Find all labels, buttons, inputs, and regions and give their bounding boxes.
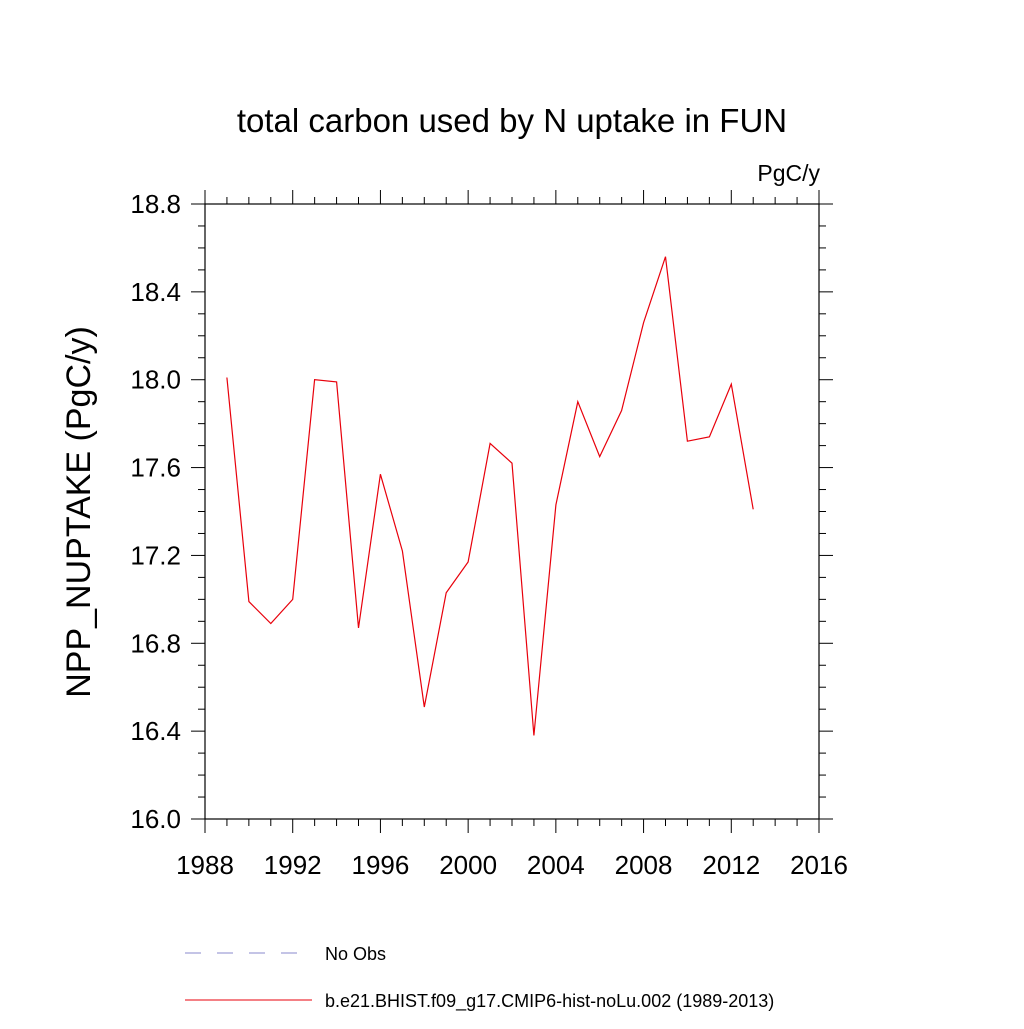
x-tick-label: 1996	[352, 850, 410, 880]
chart-title: total carbon used by N uptake in FUN	[237, 102, 787, 139]
y-tick-label: 18.4	[130, 277, 181, 307]
data-point	[576, 400, 579, 403]
x-tick-label: 2000	[439, 850, 497, 880]
data-point	[532, 734, 535, 737]
y-tick-label: 17.2	[130, 540, 181, 570]
y-tick-label: 18.0	[130, 365, 181, 395]
data-point	[357, 626, 360, 629]
data-point	[620, 409, 623, 412]
data-point	[313, 378, 316, 381]
data-point	[225, 376, 228, 379]
data-point	[554, 503, 557, 506]
x-tick-label: 2016	[790, 850, 848, 880]
y-tick-label: 16.8	[130, 628, 181, 658]
data-point	[708, 435, 711, 438]
legend-label: b.e21.BHIST.f09_g17.CMIP6-hist-noLu.002 …	[325, 991, 774, 1012]
x-tick-label: 2008	[615, 850, 673, 880]
y-tick-label: 16.0	[130, 804, 181, 834]
series-layer	[225, 255, 755, 737]
plot-frame	[204, 203, 820, 820]
x-tick-label: 1992	[264, 850, 322, 880]
data-point	[598, 455, 601, 458]
data-point	[730, 383, 733, 386]
y-tick-label: 17.6	[130, 453, 181, 483]
data-point	[752, 508, 755, 511]
y-tick-label: 18.8	[130, 189, 181, 219]
data-point	[423, 705, 426, 708]
data-point	[379, 473, 382, 476]
legend-label: No Obs	[325, 944, 386, 964]
data-point	[445, 591, 448, 594]
data-point	[642, 321, 645, 324]
data-point	[247, 600, 250, 603]
x-tick-label: 2004	[527, 850, 585, 880]
y-axis: 16.0 16.4 16.8 17.2 17.6 18.0 18.4 18.8	[130, 189, 833, 834]
y-axis-label: NPP_NUPTAKE (PgC/y)	[60, 326, 98, 698]
x-tick-label: 2012	[702, 850, 760, 880]
series-line	[226, 256, 754, 736]
data-point	[664, 255, 667, 258]
data-point	[489, 442, 492, 445]
units-label: PgC/y	[757, 160, 820, 186]
data-point	[269, 622, 272, 625]
x-tick-label: 1988	[176, 850, 234, 880]
data-point	[686, 440, 689, 443]
data-point	[511, 462, 514, 465]
legend: No Obs b.e21.BHIST.f09_g17.CMIP6-hist-noL…	[185, 944, 774, 1012]
data-point	[467, 561, 470, 564]
x-axis: 1988 1992 1996 2000 2004 2008 2012 2016	[176, 190, 848, 880]
data-point	[291, 598, 294, 601]
y-tick-label: 16.4	[130, 716, 181, 746]
data-point	[401, 550, 404, 553]
data-point	[335, 380, 338, 383]
